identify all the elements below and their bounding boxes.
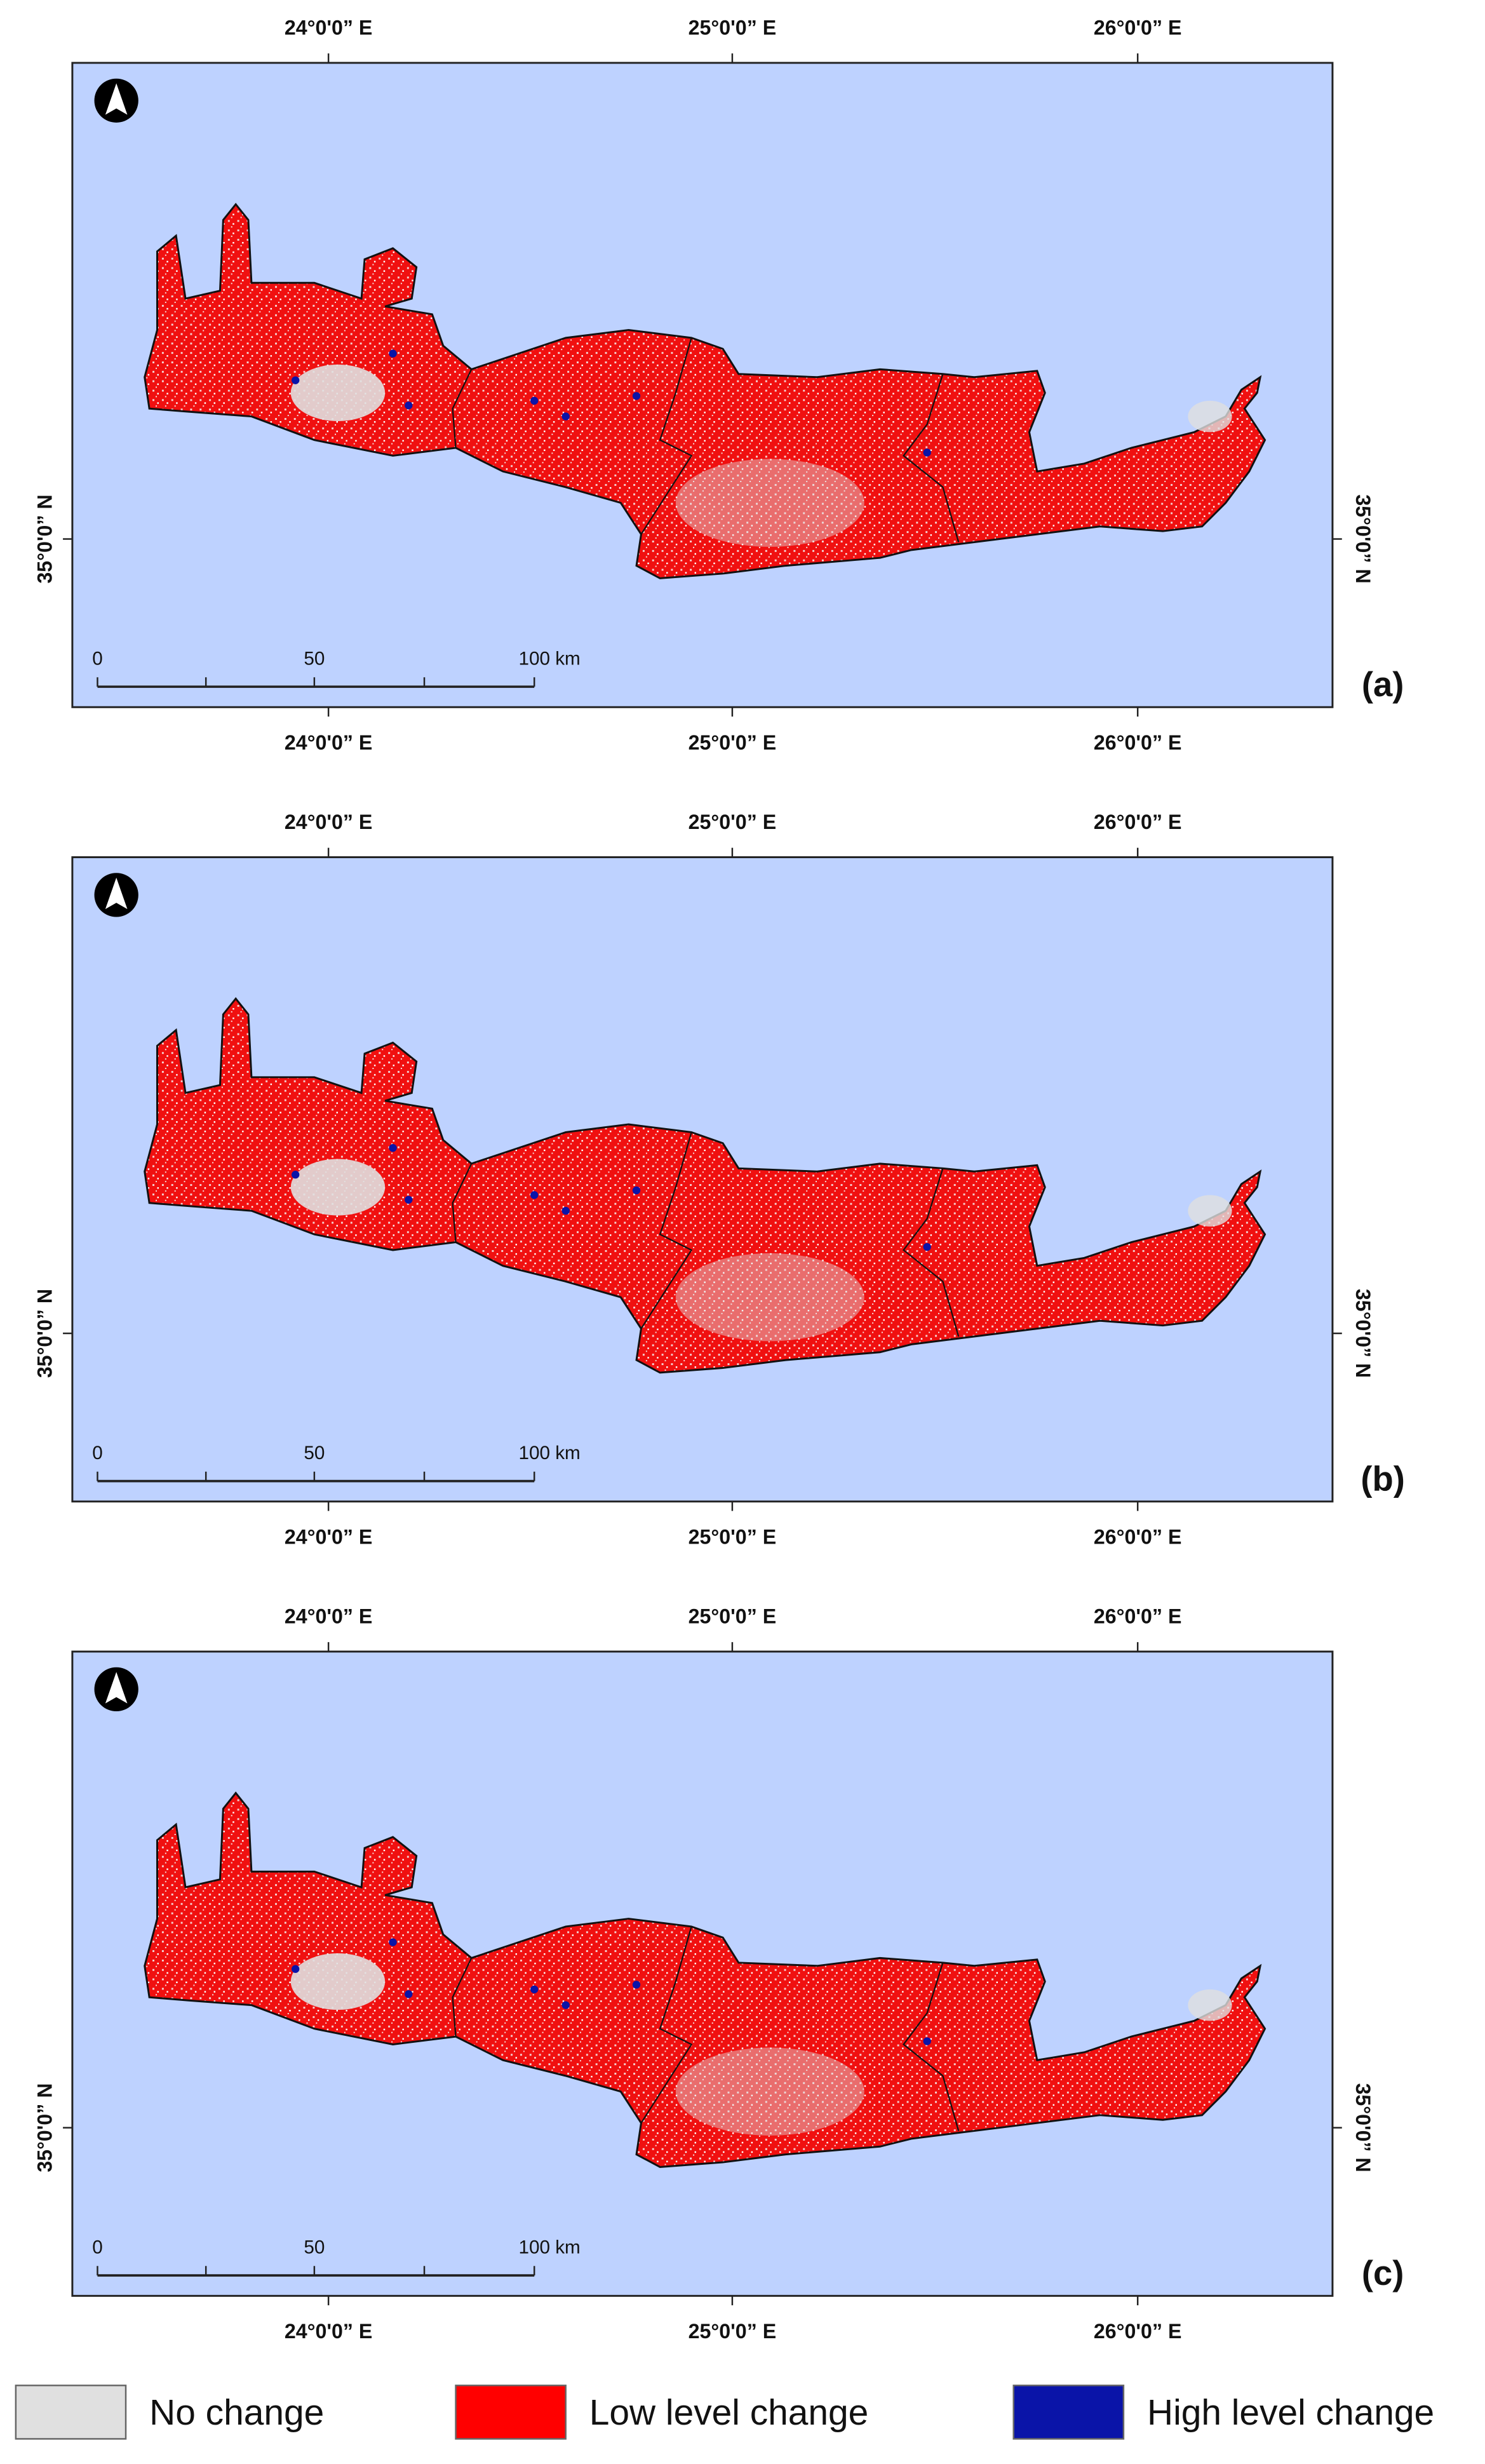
no-change-area [290,364,386,421]
high-change-area [389,1143,397,1152]
scale-label: 0 [92,648,103,669]
longitude-label: 24°0'0” E [285,1526,373,1549]
high-change-area [632,1981,641,1989]
scale-label: 50 [304,2237,325,2258]
longitude-label: 25°0'0” E [689,16,777,39]
longitude-label: 25°0'0” E [689,1526,777,1549]
north-arrow [105,1672,128,1704]
high-change-area [923,448,931,457]
high-change-area [632,392,641,400]
longitude-label: 26°0'0” E [1094,811,1182,833]
no-change-area [675,1253,864,1342]
legend-label: No change [149,2392,324,2433]
panel-label: (c) [1362,2254,1404,2292]
no-change-area [1188,1195,1232,1227]
longitude-label: 25°0'0” E [689,731,777,754]
latitude-label: 35°0'0” N [1352,1289,1374,1378]
scale-label: 0 [92,2237,103,2258]
scale-label: 50 [304,648,325,669]
scale-label: 50 [304,1443,325,1464]
scale-label: 100 km [518,648,580,669]
longitude-label: 26°0'0” E [1094,2320,1182,2343]
no-change-area [675,459,864,547]
high-change-area [923,2037,931,2045]
high-change-area [389,1938,397,1946]
longitude-label: 24°0'0” E [285,811,373,833]
no-change-area [1188,400,1232,433]
scale-label: 100 km [518,2237,580,2258]
legend-swatch [455,2385,567,2440]
latitude-label: 35°0'0” N [1352,2083,1374,2172]
legend-label: High level change [1147,2392,1434,2433]
high-change-area [292,1965,300,1973]
high-change-area [561,412,570,421]
legend-swatch [15,2385,127,2440]
region-border [452,1132,960,1337]
high-change-area [292,376,300,384]
high-change-area [405,1990,413,1998]
high-change-area [561,1206,570,1215]
panel-label: (a) [1362,665,1404,704]
high-change-area [389,349,397,358]
longitude-label: 25°0'0” E [689,811,777,833]
scale-label: 100 km [518,1443,580,1464]
longitude-label: 26°0'0” E [1094,16,1182,39]
latitude-label: 35°0'0” N [34,494,57,583]
longitude-label: 25°0'0” E [689,1605,777,1627]
north-arrow [105,83,128,115]
no-change-area [290,1159,386,1216]
longitude-label: 24°0'0” E [285,16,373,39]
high-change-area [530,396,539,405]
high-change-area [292,1171,300,1179]
latitude-label: 35°0'0” N [34,1289,57,1378]
longitude-label: 24°0'0” E [285,2320,373,2343]
no-change-area [290,1953,386,2010]
no-change-area [1188,1989,1232,2021]
latitude-label: 35°0'0” N [34,2083,57,2172]
high-change-area [530,1985,539,1994]
legend-label: Low level change [589,2392,869,2433]
high-change-area [561,2001,570,2009]
longitude-label: 26°0'0” E [1094,731,1182,754]
region-border [452,337,960,542]
scale-label: 0 [92,1443,103,1464]
longitude-label: 25°0'0” E [689,2320,777,2343]
no-change-area [675,2047,864,2136]
panel-label: (b) [1361,1459,1404,1498]
longitude-label: 24°0'0” E [285,1605,373,1627]
high-change-area [405,1195,413,1204]
legend-swatch [1012,2385,1125,2440]
region-border [452,1926,960,2131]
longitude-label: 26°0'0” E [1094,1526,1182,1549]
map-panel: 24°0'0” E 25°0'0” E 26°0'0” E 24°0'0” E 25°0… [34,16,1404,754]
map-panel: 24°0'0” E 25°0'0” E 26°0'0” E 24°0'0” E 25°0… [34,811,1405,1549]
longitude-label: 24°0'0” E [285,731,373,754]
north-arrow [105,877,128,910]
high-change-area [923,1242,931,1251]
high-change-area [530,1191,539,1199]
high-change-area [632,1186,641,1195]
high-change-area [405,401,413,410]
map-panel: 24°0'0” E 25°0'0” E 26°0'0” E 24°0'0” E 25°0… [34,1605,1404,2343]
longitude-label: 26°0'0” E [1094,1605,1182,1627]
latitude-label: 35°0'0” N [1352,494,1374,583]
